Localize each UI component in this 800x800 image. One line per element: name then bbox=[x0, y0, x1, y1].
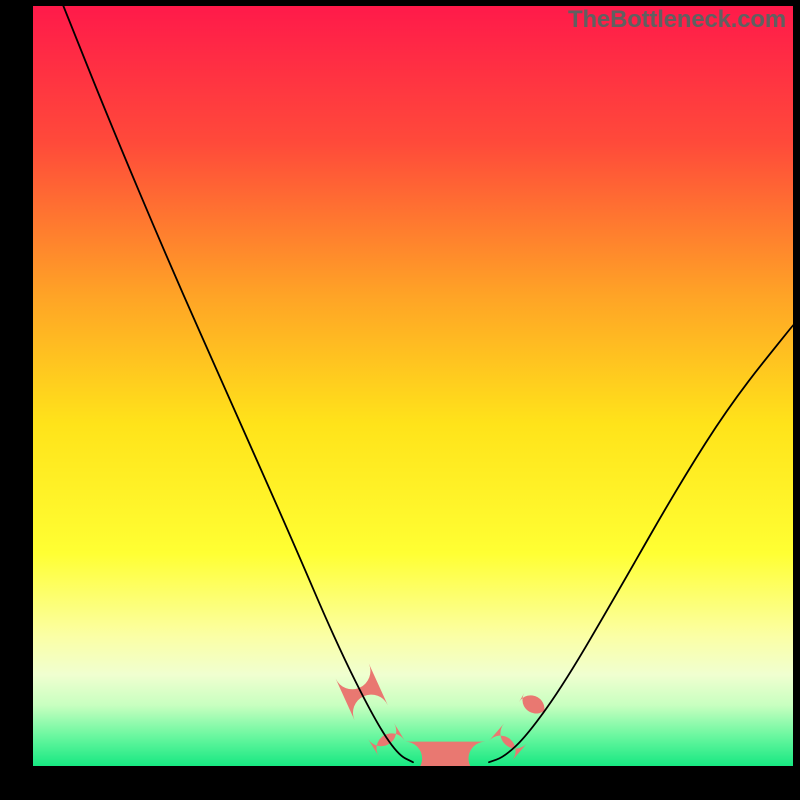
plot-area bbox=[33, 6, 793, 766]
watermark-text: TheBottleneck.com bbox=[568, 6, 786, 34]
gradient-background bbox=[33, 6, 793, 766]
border-bottom bbox=[0, 766, 800, 800]
border-left bbox=[0, 0, 33, 800]
chart-frame: TheBottleneck.com bbox=[0, 0, 800, 800]
bottleneck-chart bbox=[33, 6, 793, 766]
border-right bbox=[793, 0, 800, 800]
